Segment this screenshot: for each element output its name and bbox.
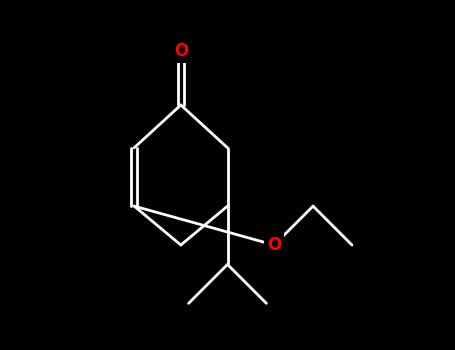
Text: O: O	[174, 42, 188, 60]
Text: O: O	[267, 236, 281, 254]
